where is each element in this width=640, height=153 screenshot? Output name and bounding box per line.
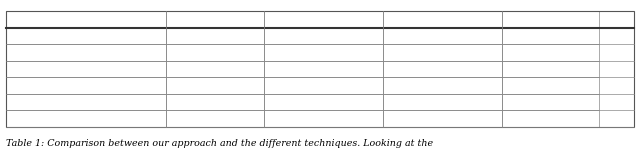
- Text: Wavelet-sparse: Wavelet-sparse: [280, 97, 365, 107]
- Text: Property: Property: [60, 13, 113, 26]
- Text: BL: BL: [207, 97, 223, 107]
- Text: [3]: [3]: [434, 13, 451, 26]
- Text: Wavelet-sparse: Wavelet-sparse: [400, 97, 485, 107]
- Text: DMRI: DMRI: [426, 114, 459, 124]
- Text: NN: NN: [433, 64, 452, 74]
- Text: √?: √?: [436, 31, 449, 41]
- Text: √: √: [439, 81, 446, 91]
- Text: NN: NN: [314, 64, 333, 74]
- Text: [4]: [4]: [207, 13, 223, 26]
- Text: √, U: √, U: [204, 64, 227, 75]
- Text: NN: NN: [314, 47, 333, 58]
- Text: √: √: [319, 81, 326, 91]
- Text: Sample ordering: Sample ordering: [39, 47, 134, 58]
- Text: MRI: MRI: [311, 114, 335, 124]
- Text: Mobile sensors: Mobile sensors: [172, 114, 257, 124]
- Text: Signal Property: Signal Property: [42, 97, 131, 107]
- Text: QBL: QBL: [538, 97, 563, 107]
- Text: ✗: ✗: [211, 29, 219, 42]
- Text: √, NU: √, NU: [534, 64, 567, 75]
- Text: [2]: [2]: [315, 13, 332, 26]
- Text: Can handle sample noise: Can handle sample noise: [16, 81, 157, 91]
- Text: √?: √?: [544, 47, 557, 58]
- Text: √: √: [547, 81, 554, 91]
- Text: Application: Application: [54, 114, 118, 124]
- Text: 2D UVT: 2D UVT: [529, 114, 573, 124]
- Text: NN: NN: [433, 47, 452, 58]
- Text: √: √: [211, 81, 218, 91]
- Text: Table 1: Comparison between our approach and the different techniques. Looking a: Table 1: Comparison between our approach…: [6, 139, 433, 148]
- Text: √: √: [211, 47, 218, 58]
- Text: This work: This work: [521, 13, 580, 26]
- Text: √?: √?: [317, 31, 330, 41]
- Text: ✗: ✗: [547, 29, 554, 42]
- Text: Sample location: Sample location: [41, 31, 132, 41]
- Text: Sample distribution: Sample distribution: [31, 64, 142, 74]
